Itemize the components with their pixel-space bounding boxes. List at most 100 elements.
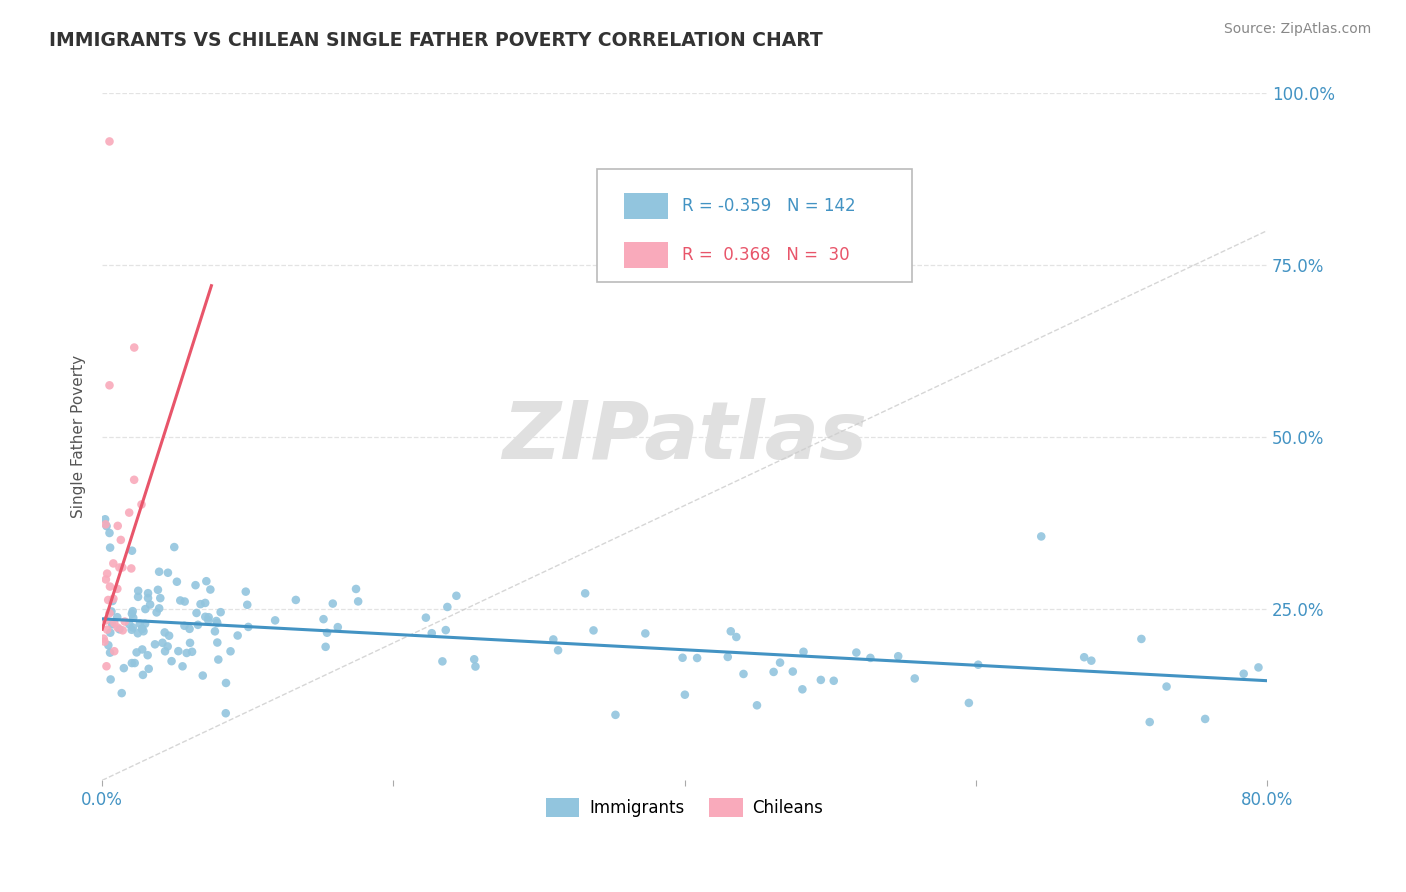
Point [152,636,174,650]
Point [97,638,120,652]
Point [1156,680,1178,694]
Point [156,566,179,580]
Point [733,667,755,681]
Point [782,665,804,679]
FancyBboxPatch shape [624,243,668,268]
Point [446,589,468,603]
Point [316,625,339,640]
Point [148,565,170,579]
Point [114,615,136,629]
Point [1130,632,1153,646]
Point [194,609,217,624]
Point [181,645,204,659]
Point [184,578,207,592]
Point [1031,529,1053,543]
Point [186,606,208,620]
Point [717,649,740,664]
Point [1233,666,1256,681]
Point [745,698,768,713]
Point [118,617,141,632]
Point [547,643,569,657]
Point [122,341,145,355]
Point [238,620,260,634]
Legend: Immigrants, Chileans: Immigrants, Chileans [538,791,830,823]
Point [160,654,183,668]
Point [686,651,709,665]
Point [226,628,249,642]
Point [166,574,188,589]
Point [132,624,155,639]
Point [97,593,120,607]
Point [967,657,990,672]
Point [94,517,117,532]
Point [671,650,693,665]
Point [143,637,166,651]
Point [100,604,122,618]
Point [205,614,228,628]
Point [200,582,222,597]
Point [1247,660,1270,674]
Point [98,541,121,555]
Point [98,378,121,392]
Point [149,591,172,606]
Point [823,673,845,688]
Point [121,604,143,618]
Point [436,599,458,614]
Point [96,519,118,533]
Text: Source: ZipAtlas.com: Source: ZipAtlas.com [1223,22,1371,37]
Point [98,625,121,640]
Point [634,626,657,640]
Point [98,646,121,660]
Point [762,665,785,679]
Point [136,586,159,600]
Point [96,614,118,628]
Point [582,624,605,638]
Point [125,645,148,659]
Point [859,651,882,665]
Point [284,593,307,607]
Point [236,598,259,612]
Point [98,580,121,594]
Point [94,573,117,587]
Point [1139,714,1161,729]
Point [139,598,162,612]
Point [315,640,337,654]
Point [957,696,980,710]
Point [103,644,125,658]
Point [145,606,167,620]
Point [574,586,596,600]
Point [122,611,145,625]
Point [904,672,927,686]
Point [103,557,125,571]
Point [326,620,349,634]
Point [112,661,135,675]
Point [108,560,131,574]
Point [111,686,134,700]
Point [720,624,742,639]
Point [173,594,195,608]
Point [769,656,792,670]
Point [209,605,232,619]
Point [101,617,124,632]
Point [432,654,454,668]
Point [434,623,457,637]
Point [176,646,198,660]
Point [792,682,814,697]
Point [420,626,443,640]
Point [810,673,832,687]
Point [138,662,160,676]
Point [93,634,115,648]
FancyBboxPatch shape [624,194,668,219]
Point [94,512,117,526]
Point [131,622,153,636]
Point [131,642,153,657]
Point [131,498,153,512]
Point [98,135,121,149]
Point [215,676,238,690]
Point [344,582,367,596]
Point [153,625,176,640]
Point [134,616,156,631]
Point [415,610,437,624]
Point [136,591,159,605]
Point [122,620,145,634]
